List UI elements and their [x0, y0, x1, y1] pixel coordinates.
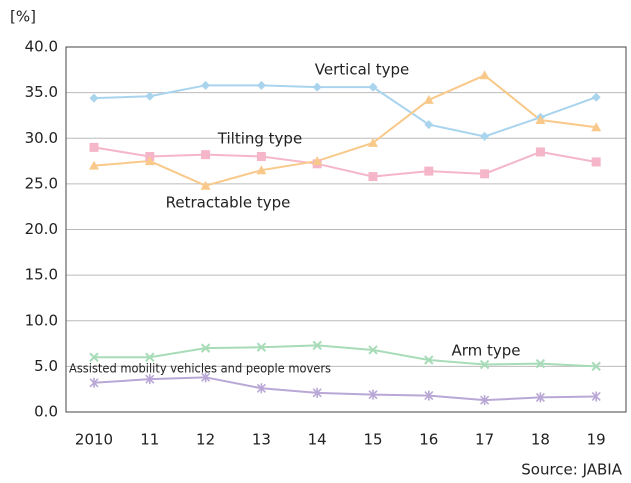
series-label: Arm type: [451, 342, 520, 360]
y-tick-label: 5.0: [34, 357, 58, 375]
series-label: Tilting type: [217, 130, 302, 148]
x-tick-label: 18: [531, 431, 550, 449]
x-tick-label: 14: [308, 431, 327, 449]
y-tick-label: 30.0: [25, 129, 58, 147]
marker: [479, 359, 490, 370]
x-tick-label: 13: [252, 431, 271, 449]
series-line: [93, 74, 597, 187]
marker: [256, 80, 266, 90]
marker: [145, 374, 155, 385]
marker: [535, 115, 546, 124]
marker: [145, 352, 155, 362]
marker: [591, 92, 601, 102]
x-tick-label: 17: [475, 431, 494, 449]
marker: [200, 343, 211, 353]
y-tick-label: 25.0: [25, 174, 58, 192]
y-tick-label: 0.0: [34, 403, 58, 421]
marker: [368, 172, 378, 182]
series-line: [94, 344, 597, 368]
series-label: Vertical type: [315, 61, 409, 79]
y-tick-label: 20.0: [25, 220, 58, 238]
marker: [480, 395, 490, 406]
marker: [535, 147, 545, 157]
marker: [479, 70, 490, 80]
marker: [312, 156, 323, 166]
series-line: [93, 146, 597, 178]
marker: [89, 352, 99, 362]
marker: [89, 377, 99, 388]
marker: [201, 80, 211, 90]
marker: [480, 169, 490, 179]
series-line: [93, 376, 597, 402]
series-label: Assisted mobility vehicles and people mo…: [69, 361, 331, 376]
marker: [591, 391, 601, 402]
x-tick-label: 2010: [75, 431, 113, 449]
marker: [256, 165, 267, 175]
y-tick-label: 35.0: [25, 83, 58, 101]
source: Source: JABIA: [521, 461, 622, 479]
marker: [256, 152, 266, 161]
marker: [368, 345, 378, 355]
marker: [200, 180, 211, 190]
plot-frame: [65, 46, 627, 413]
marker: [424, 390, 434, 401]
marker: [480, 131, 490, 141]
marker: [368, 137, 378, 147]
marker: [368, 82, 378, 92]
marker: [591, 361, 601, 372]
marker: [368, 389, 378, 400]
marker: [312, 82, 322, 92]
y-tick-label: 40.0: [25, 38, 58, 56]
y-tick-label: 15.0: [25, 266, 58, 284]
marker: [89, 142, 99, 152]
marker: [535, 358, 546, 369]
marker: [144, 156, 155, 166]
marker: [312, 340, 322, 351]
series-line: [93, 84, 597, 138]
marker: [256, 342, 267, 352]
marker: [89, 160, 99, 170]
x-tick-label: 11: [140, 431, 159, 449]
marker: [424, 120, 434, 130]
marker: [145, 91, 155, 101]
marker: [591, 157, 601, 167]
x-tick-label: 16: [419, 431, 438, 449]
marker: [201, 372, 211, 383]
y-tick-label: 10.0: [25, 311, 58, 329]
marker: [89, 93, 99, 103]
x-tick-label: 12: [196, 431, 215, 449]
y-axis-label: [%]: [10, 8, 36, 26]
series-label: Retractable type: [166, 194, 291, 212]
marker: [201, 150, 211, 160]
marker: [424, 166, 434, 176]
marker: [423, 94, 434, 104]
x-tick-label: 19: [587, 431, 606, 449]
marker: [256, 383, 266, 394]
marker: [535, 392, 545, 403]
x-tick-label: 15: [363, 431, 382, 449]
marker: [424, 355, 434, 365]
marker: [591, 122, 602, 132]
marker: [312, 387, 322, 398]
